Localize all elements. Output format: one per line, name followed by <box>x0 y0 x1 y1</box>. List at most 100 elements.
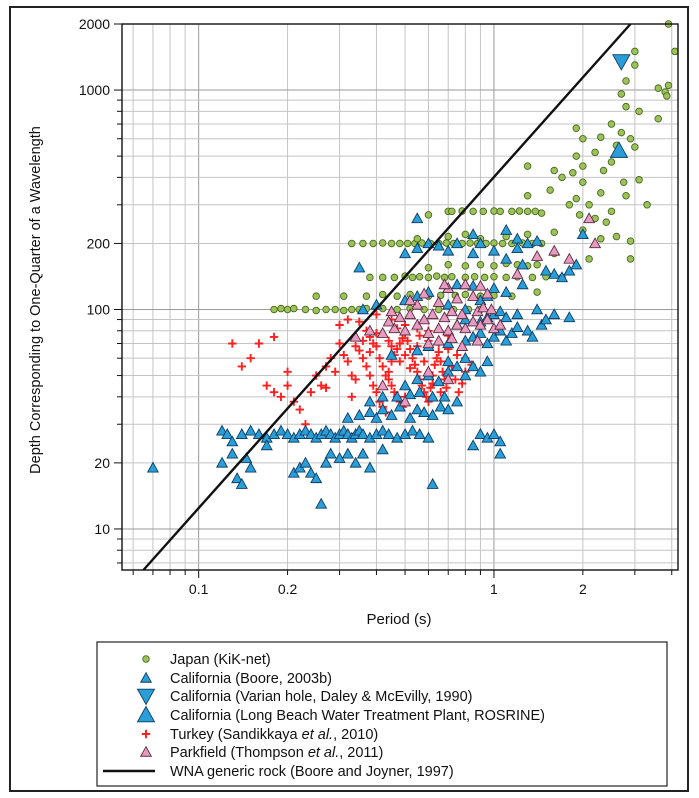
data-point <box>413 235 422 243</box>
data-point <box>395 339 405 348</box>
data-point <box>422 337 435 349</box>
data-point <box>523 162 532 170</box>
data-point <box>404 411 417 423</box>
data-point <box>382 428 395 439</box>
data-point <box>459 369 472 381</box>
data-point <box>626 134 635 143</box>
data-point <box>663 92 671 100</box>
data-point <box>498 239 507 248</box>
data-point <box>474 279 487 291</box>
data-point <box>579 162 587 170</box>
japan-kik-net-series <box>270 20 679 315</box>
data-point <box>516 258 529 270</box>
wna-generic-rock-line <box>142 23 632 571</box>
data-point <box>508 207 516 216</box>
data-point <box>664 81 673 90</box>
data-point <box>490 273 498 281</box>
data-point <box>569 168 577 177</box>
data-point <box>523 207 532 216</box>
data-point <box>353 261 366 273</box>
data-point <box>481 313 494 325</box>
data-point <box>231 472 244 484</box>
data-point <box>347 371 356 380</box>
data-point <box>341 411 354 423</box>
legend-marker <box>136 705 156 723</box>
data-point <box>521 237 534 249</box>
y-tick-label: 1000 <box>79 82 110 98</box>
data-point <box>390 273 399 282</box>
data-point <box>351 342 360 351</box>
data-point <box>299 424 312 436</box>
data-point <box>312 292 320 300</box>
data-point <box>365 347 375 357</box>
data-point <box>461 230 470 239</box>
data-point <box>432 375 445 387</box>
data-point <box>335 339 344 348</box>
data-point <box>378 290 387 299</box>
data-point <box>612 232 621 241</box>
data-point <box>533 260 541 269</box>
data-point <box>597 133 605 141</box>
data-point <box>481 287 494 299</box>
y-tick-label: 20 <box>94 455 110 471</box>
data-point <box>451 292 464 304</box>
data-point <box>539 264 553 276</box>
data-point <box>479 207 488 216</box>
data-point <box>244 424 257 436</box>
data-point <box>537 209 546 217</box>
data-point <box>347 392 356 402</box>
data-point <box>511 267 524 279</box>
data-point <box>372 310 381 319</box>
data-point <box>474 237 487 249</box>
data-point <box>343 315 353 324</box>
data-point <box>523 191 532 200</box>
data-point <box>576 228 589 240</box>
data-point <box>341 447 354 459</box>
data-point <box>430 360 439 369</box>
data-point <box>469 207 477 216</box>
figure-frame <box>9 6 689 792</box>
data-point <box>283 305 292 314</box>
data-point <box>283 381 292 390</box>
y-tick-label: 100 <box>87 302 111 318</box>
data-point <box>480 273 489 282</box>
data-point <box>274 424 288 436</box>
data-point <box>436 357 445 366</box>
data-point <box>290 304 298 313</box>
x-tick-label: 0.2 <box>278 581 298 597</box>
data-point <box>228 339 237 348</box>
data-point <box>631 143 639 151</box>
data-point <box>424 263 433 272</box>
data-point <box>671 47 679 56</box>
data-point <box>424 273 433 282</box>
data-point <box>411 242 424 254</box>
data-point <box>422 431 435 443</box>
y-tick-label: 10 <box>94 521 110 537</box>
data-point <box>378 362 387 371</box>
data-point <box>356 303 370 315</box>
data-point <box>363 324 376 336</box>
data-point <box>376 379 389 391</box>
data-point <box>269 332 279 342</box>
data-point <box>349 456 362 468</box>
data-point <box>467 247 480 259</box>
data-point <box>467 360 480 372</box>
data-point <box>403 239 412 248</box>
data-point <box>331 367 340 377</box>
data-point <box>481 337 494 349</box>
data-point <box>442 373 455 385</box>
data-point <box>572 194 581 203</box>
data-point <box>375 353 384 363</box>
data-point <box>626 255 635 263</box>
legend-marker <box>142 655 150 663</box>
data-point <box>418 239 426 247</box>
data-point <box>442 298 455 310</box>
legend-label: California (Varian hole, Daley & McEvill… <box>170 689 472 705</box>
california-boore-2003b-series <box>146 212 589 509</box>
data-point <box>376 326 389 338</box>
data-point <box>619 178 628 187</box>
data-point <box>393 292 401 300</box>
data-point <box>295 405 304 414</box>
data-point <box>393 311 406 323</box>
data-point <box>385 305 398 317</box>
